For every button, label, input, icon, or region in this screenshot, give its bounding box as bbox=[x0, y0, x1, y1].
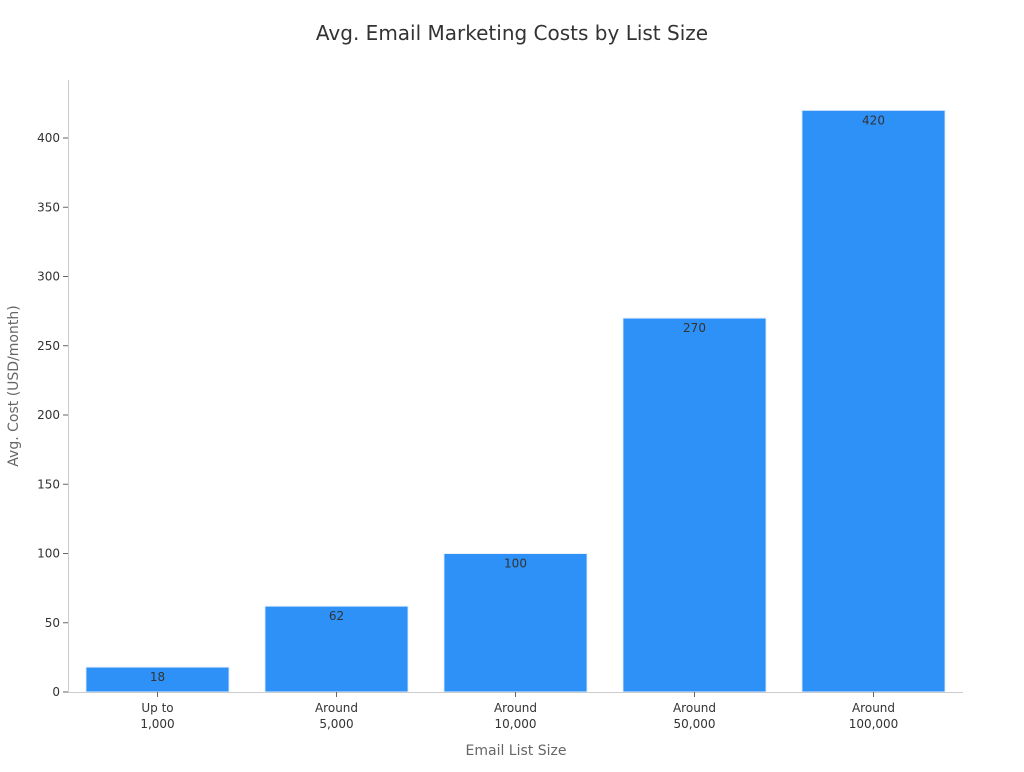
data-labels: 18 62 100 270 420 bbox=[150, 113, 885, 684]
bars-layer bbox=[85, 109, 946, 693]
data-label-2: 100 bbox=[504, 557, 527, 571]
x-tick-label-2: Around 10,000 bbox=[494, 701, 537, 731]
y-tick-label-4: 200 bbox=[37, 408, 60, 422]
y-tick-label-7: 350 bbox=[37, 200, 60, 214]
y-ticks: 0 50 100 150 200 250 300 350 400 bbox=[37, 131, 68, 699]
x-tick-label-0: Up to 1,000 bbox=[140, 701, 174, 731]
y-tick-label-3: 150 bbox=[37, 477, 60, 491]
bar-3 bbox=[622, 317, 767, 693]
bar-0 bbox=[85, 666, 230, 693]
y-tick-label-2: 100 bbox=[37, 547, 60, 561]
x-tick-label-1: Around 5,000 bbox=[315, 701, 358, 731]
y-tick-label-5: 250 bbox=[37, 339, 60, 353]
x-tick-label-3: Around 50,000 bbox=[673, 701, 716, 731]
bar-2 bbox=[443, 553, 588, 693]
bar-1 bbox=[264, 605, 409, 693]
y-axis-label: Avg. Cost (USD/month) bbox=[6, 305, 22, 466]
x-tick-label-4: Around 100,000 bbox=[849, 701, 899, 731]
bar-4 bbox=[801, 109, 946, 693]
chart-title: Avg. Email Marketing Costs by List Size bbox=[316, 21, 708, 45]
x-axis-label: Email List Size bbox=[466, 743, 567, 759]
y-tick-label-8: 400 bbox=[37, 131, 60, 145]
data-label-0: 18 bbox=[150, 670, 165, 684]
y-tick-label-0: 0 bbox=[52, 685, 60, 699]
data-label-4: 420 bbox=[862, 113, 885, 127]
y-tick-label-6: 300 bbox=[37, 270, 60, 284]
y-tick-label-1: 50 bbox=[45, 616, 60, 630]
x-ticks: Up to 1,000 Around 5,000 Around 10,000 Around 5… bbox=[140, 692, 898, 731]
data-label-1: 62 bbox=[329, 609, 344, 623]
data-label-3: 270 bbox=[683, 321, 706, 335]
